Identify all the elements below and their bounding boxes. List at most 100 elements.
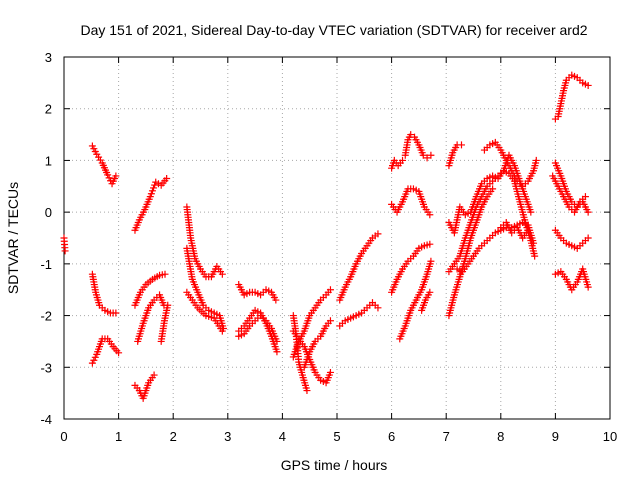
data-point [489,185,497,193]
y-axis-label: SDTVAR / TECUs [5,182,21,294]
x-tick-label: 1 [115,429,122,444]
series-arc-10 [183,203,226,281]
data-point [112,309,120,317]
data-point [273,348,281,356]
data-point [273,337,281,345]
data-point [326,368,334,376]
series-arc-06 [131,270,169,309]
series-arc-28 [445,141,465,170]
data-point [584,208,592,216]
data-point [61,247,69,255]
data-point [115,349,123,357]
series-arc-39 [549,172,589,216]
x-tick-label: 4 [279,429,286,444]
data-point [531,252,539,260]
x-tick-label: 9 [552,429,559,444]
data-point [374,304,382,312]
data-point [161,270,169,278]
data-point [427,151,435,159]
series-arc-38 [551,265,592,294]
data-point [150,371,158,379]
grid-lines [64,57,610,419]
x-tick-label: 2 [170,429,177,444]
y-tick-label: 1 [45,153,52,168]
x-tick-label: 3 [224,429,231,444]
x-tick-label: 10 [603,429,617,444]
axis-ticks [63,56,611,420]
data-point [419,151,427,159]
y-tick-label: 2 [45,102,52,117]
data-point [457,141,465,149]
series-arc-31 [445,185,497,320]
series-arc-15 [235,312,281,345]
data-point [326,317,334,325]
series-arc-01 [60,234,69,255]
x-tick-labels: 0 1 2 3 4 5 6 7 8 9 10 [60,429,617,444]
data-point [326,286,334,294]
data-point [527,208,535,216]
data-point [584,81,592,89]
series-arc-26 [396,257,435,343]
data-point [426,288,434,296]
x-axis-label: GPS time / hours [281,457,388,473]
y-tick-labels: -4 -3 -2 -1 0 1 2 3 [40,50,52,427]
data-point [423,154,431,162]
data-point [532,156,540,164]
data-point [407,131,415,139]
data-point [426,240,434,248]
series-arc-21 [336,299,382,330]
series-arc-07 [134,291,168,345]
x-tick-label: 0 [60,429,67,444]
data-point [530,239,538,247]
series-arc-22 [388,156,407,172]
series-arc-23 [401,131,435,162]
series-arc-24 [388,185,434,219]
series-arc-33 [480,138,540,190]
data-point [524,226,532,234]
data-point [163,175,171,183]
x-tick-label: 8 [497,429,504,444]
series-arc-11 [183,244,227,332]
series-arc-04 [88,335,123,367]
series-arc-19 [300,317,334,371]
data-point [374,230,382,238]
x-tick-label: 7 [443,429,450,444]
series-arc-25 [388,240,434,296]
series-arc-13 [235,281,280,304]
data-point [112,172,120,180]
series-arc-12 [183,288,226,335]
chart-title: Day 151 of 2021, Sidereal Day-to-day VTE… [80,22,587,38]
data-point [164,301,172,309]
y-tick-label: -3 [40,360,52,375]
data-point [426,211,434,219]
y-tick-label: 0 [45,205,52,220]
series-arc-37 [551,226,592,252]
data-point [303,387,311,395]
data-point [272,296,280,304]
series-arc-18 [289,327,334,387]
data-point [581,193,589,201]
series-arc-08 [131,371,158,402]
data-points [60,71,592,402]
y-tick-label: -1 [40,257,52,272]
y-tick-label: -2 [40,309,52,324]
data-point [584,234,592,242]
series-arc-05 [131,175,171,234]
series-arc-09 [157,301,172,345]
series-arc-35 [551,71,592,123]
x-tick-label: 5 [333,429,340,444]
data-point [218,327,226,335]
data-point [427,257,435,265]
x-tick-label: 6 [388,429,395,444]
series-arc-34 [497,218,532,242]
data-point [218,270,226,278]
data-point [399,156,407,164]
data-point [584,283,592,291]
series-arc-30 [445,167,539,276]
series-arc-27 [418,288,434,314]
y-tick-label: 3 [45,50,52,65]
y-tick-label: -4 [40,412,52,427]
series-arc-02 [88,142,120,188]
series-arc-03 [88,270,120,317]
